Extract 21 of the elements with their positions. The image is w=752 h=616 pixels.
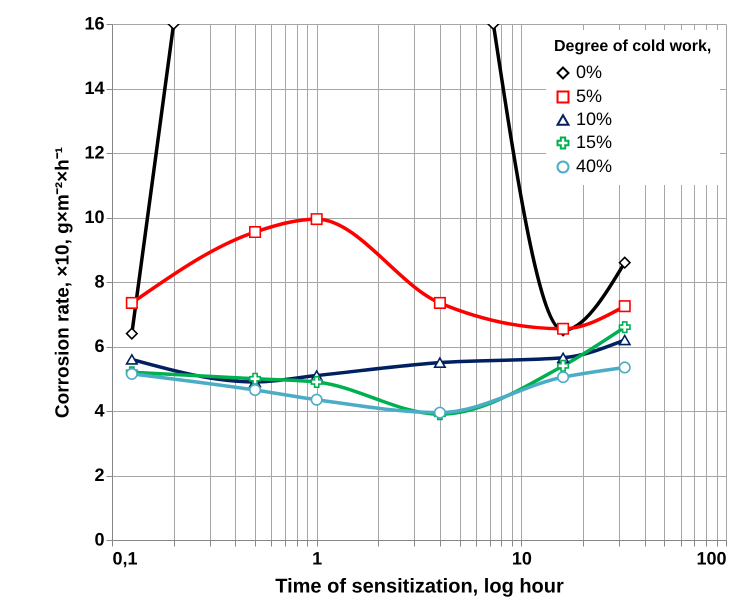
x-tick-label: 1: [312, 548, 322, 568]
y-tick-label: 14: [84, 78, 104, 98]
y-tick-label: 8: [94, 272, 104, 292]
y-axis-title: Corrosion rate, ×10, g×m⁻²×h⁻¹: [52, 146, 74, 418]
y-tick-label: 4: [94, 400, 104, 420]
legend-label: 5%: [576, 86, 602, 106]
legend-label: 15%: [576, 132, 612, 152]
x-tick-label: 10: [512, 548, 532, 568]
legend-label: 10%: [576, 109, 612, 129]
legend-label: 40%: [576, 156, 612, 176]
y-tick-label: 16: [84, 14, 104, 34]
x-tick-label: 0,1: [112, 548, 138, 568]
legend-label: 0%: [576, 62, 602, 82]
legend-title: Degree of cold work,: [554, 38, 712, 55]
y-tick-label: 6: [94, 336, 104, 356]
y-tick-label: 0: [94, 530, 104, 550]
x-axis-title: Time of sensitization, log hour: [275, 576, 564, 598]
x-tick-label: 100: [696, 548, 726, 568]
y-tick-label: 12: [84, 142, 104, 162]
y-tick-label: 2: [94, 465, 104, 485]
y-tick-label: 10: [84, 207, 104, 227]
